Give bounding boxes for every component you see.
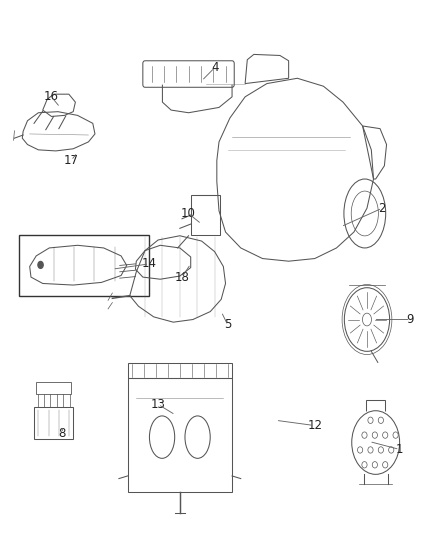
Ellipse shape [393, 432, 398, 438]
Ellipse shape [38, 262, 43, 268]
Text: 10: 10 [181, 207, 196, 220]
Ellipse shape [389, 447, 394, 453]
Text: 1: 1 [396, 443, 403, 456]
Text: 14: 14 [142, 257, 157, 270]
Bar [36, 382, 71, 394]
Text: 8: 8 [59, 427, 66, 440]
Ellipse shape [378, 417, 384, 423]
Ellipse shape [362, 432, 367, 438]
Ellipse shape [383, 462, 388, 468]
Bar [34, 407, 73, 439]
Ellipse shape [363, 313, 371, 326]
Bar [127, 378, 232, 492]
Ellipse shape [357, 447, 363, 453]
Bar [19, 235, 149, 296]
Ellipse shape [378, 447, 384, 453]
Text: 12: 12 [307, 419, 322, 432]
Ellipse shape [372, 462, 378, 468]
Text: 18: 18 [175, 271, 190, 284]
Ellipse shape [368, 447, 373, 453]
Ellipse shape [372, 432, 378, 438]
Text: 9: 9 [407, 313, 414, 326]
Text: 16: 16 [44, 90, 59, 103]
Text: 5: 5 [224, 318, 231, 332]
Bar [127, 363, 232, 378]
Ellipse shape [383, 432, 388, 438]
Text: 17: 17 [64, 154, 78, 167]
Ellipse shape [368, 417, 373, 423]
Ellipse shape [362, 462, 367, 468]
Text: 2: 2 [378, 201, 386, 215]
Text: 13: 13 [151, 398, 166, 411]
Text: 4: 4 [211, 61, 219, 74]
